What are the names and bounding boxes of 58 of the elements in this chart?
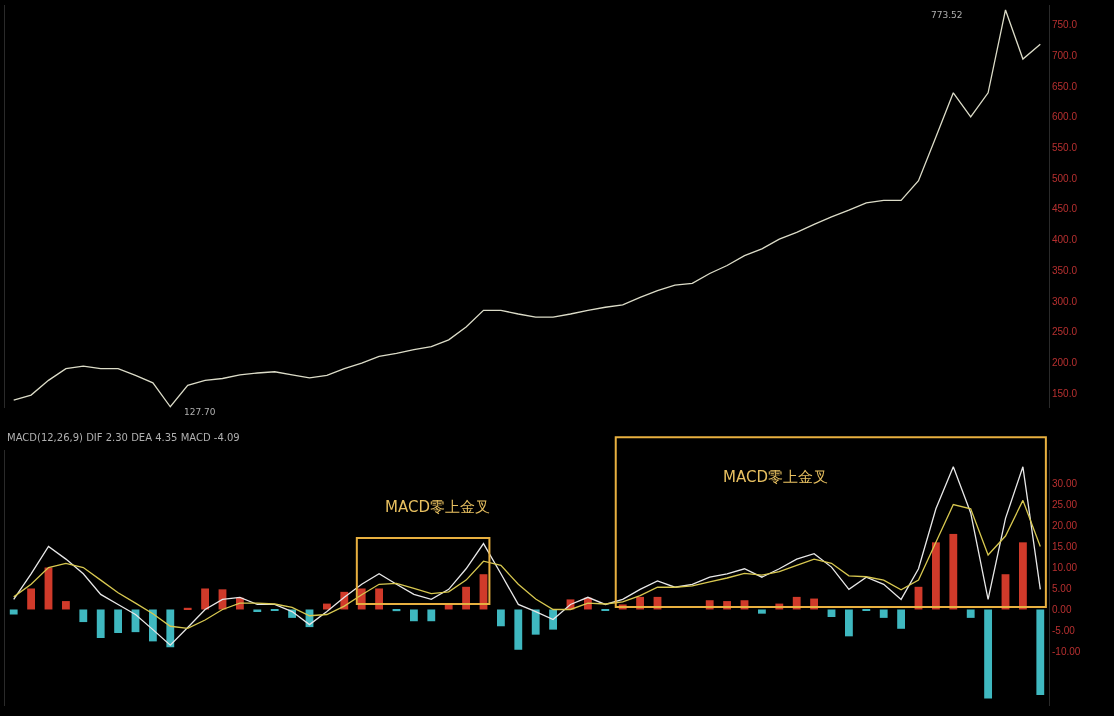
y-tick-label: 200.0	[1052, 357, 1078, 369]
y-tick-label: 25.00	[1052, 499, 1078, 511]
y-tick-label: 550.0	[1052, 142, 1078, 154]
bar	[496, 609, 505, 627]
y-tick-label: -5.00	[1052, 624, 1076, 636]
bar	[462, 586, 471, 610]
bar	[514, 609, 523, 650]
y-tick-label: 400.0	[1052, 234, 1078, 246]
y-tick-label: 500.0	[1052, 172, 1078, 184]
y-tick-label: 750.0	[1052, 19, 1078, 31]
y-tick-label: 15.00	[1052, 541, 1078, 553]
bar	[931, 542, 940, 610]
y-tick-label: 5.00	[1052, 582, 1072, 594]
bar	[427, 609, 436, 622]
y-tick-label: 150.0	[1052, 387, 1078, 399]
bar	[96, 609, 105, 639]
bar	[966, 609, 975, 618]
bar	[949, 533, 958, 610]
bar	[183, 607, 192, 610]
bar	[114, 609, 123, 633]
bar	[166, 609, 175, 648]
bar	[375, 588, 384, 610]
bar	[844, 609, 853, 637]
line-series	[13, 466, 1041, 646]
y-tick-label: 650.0	[1052, 80, 1078, 92]
y-tick-label: 300.0	[1052, 295, 1078, 307]
annotation: 127.70	[184, 407, 216, 417]
y-tick-label: 10.00	[1052, 562, 1078, 574]
y-tick-label: 450.0	[1052, 203, 1078, 215]
bar	[757, 609, 766, 614]
y-tick-label: 600.0	[1052, 111, 1078, 123]
y-tick-label: 350.0	[1052, 264, 1078, 276]
bar	[201, 588, 210, 610]
bar	[1036, 609, 1045, 696]
bar	[1018, 542, 1027, 610]
y-tick-label: -10.00	[1052, 645, 1081, 657]
bar	[79, 609, 88, 623]
bar	[409, 609, 418, 622]
line-series	[13, 499, 1041, 630]
annotation: MACD零上金叉	[385, 498, 490, 516]
bar	[827, 609, 836, 618]
bar	[253, 609, 262, 612]
y-tick-label: 250.0	[1052, 326, 1078, 338]
y-tick-label: 0.00	[1052, 603, 1072, 615]
text: MACD(12,26,9) DIF 2.30 DEA 4.35 MACD -4.09	[7, 432, 240, 443]
bar	[984, 609, 993, 699]
bar	[9, 609, 18, 615]
annotation: MACD零上金叉	[723, 468, 828, 486]
bar	[27, 588, 36, 610]
y-tick-label: 20.00	[1052, 520, 1078, 532]
bar	[61, 601, 70, 610]
bar	[897, 609, 906, 629]
y-tick-label: 700.0	[1052, 49, 1078, 61]
y-tick-label: 30.00	[1052, 478, 1078, 490]
bar	[879, 609, 888, 618]
annotation: 773.52	[931, 10, 963, 20]
bar	[531, 609, 540, 635]
line-series	[13, 9, 1041, 408]
